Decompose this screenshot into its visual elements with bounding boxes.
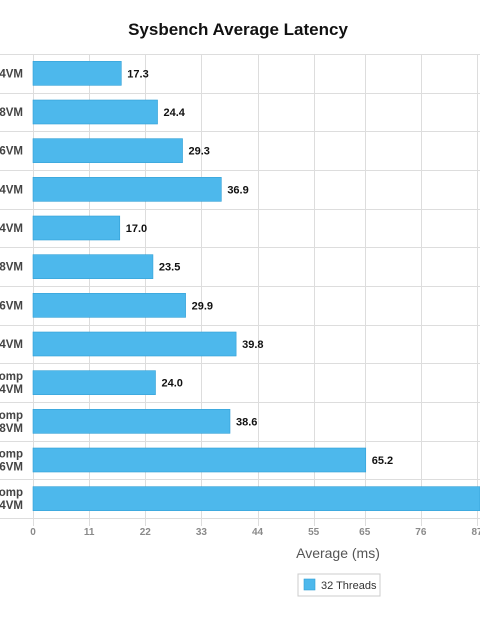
category-label: omp [0, 410, 23, 422]
value-label: 23.5 [159, 262, 180, 274]
category-label: omp [0, 449, 23, 461]
bar[interactable] [32, 447, 367, 473]
category-label: 4VM [0, 500, 23, 512]
x-tick-label: 76 [415, 527, 427, 538]
legend-swatch [303, 578, 316, 591]
x-tick-label: 33 [196, 527, 208, 538]
legend-box [297, 573, 381, 597]
grid-lines [0, 54, 480, 526]
bar[interactable] [32, 370, 156, 395]
x-tick-label: 22 [140, 527, 152, 538]
x-axis-ticks: 0 11 22 33 44 55 65 76 87 [30, 527, 480, 538]
bar[interactable] [32, 254, 154, 279]
category-label: 4VM [0, 184, 23, 196]
value-label: 24.0 [161, 378, 182, 390]
bar[interactable] [32, 138, 183, 163]
category-label: omp [0, 487, 23, 499]
category-labels: 4VM8VM6VM4VM4VM8VM6VM4VMomp4VMomp8VMomp6… [0, 68, 23, 512]
category-label: omp [0, 371, 23, 383]
x-tick-label: 44 [252, 527, 264, 538]
bar[interactable] [32, 409, 231, 434]
category-label: 6VM [0, 146, 23, 158]
bars [32, 61, 480, 511]
x-tick-label: 0 [30, 527, 36, 538]
category-label: 6VM [0, 300, 23, 312]
value-label: 38.6 [236, 416, 257, 428]
bar[interactable] [32, 215, 121, 241]
category-label: 8VM [0, 423, 23, 435]
x-tick-label: 11 [84, 527, 95, 538]
value-label: 24.4 [164, 107, 186, 119]
bar[interactable] [32, 486, 480, 511]
bar[interactable] [32, 177, 222, 202]
value-label: 29.3 [189, 146, 210, 158]
category-label: 6VM [0, 462, 23, 474]
value-label: 65.2 [372, 455, 393, 467]
category-label: 4VM [0, 223, 23, 235]
value-label: 17.3 [127, 68, 148, 80]
legend[interactable]: 32 Threads [297, 573, 381, 597]
bar[interactable] [32, 293, 186, 318]
category-label: 8VM [0, 107, 23, 119]
value-label: 17.0 [126, 223, 147, 235]
value-labels: 17.3 24.4 29.3 36.9 17.0 23.5 29.9 39.8 24.0 38.6… [126, 68, 393, 467]
category-label: 4VM [0, 68, 23, 80]
x-axis-title: Average (ms) [296, 545, 380, 561]
x-tick-label: 87 [471, 527, 480, 538]
bar[interactable] [32, 99, 158, 125]
value-label: 39.8 [242, 339, 263, 351]
bar[interactable] [32, 61, 122, 86]
chart-title: Sysbench Average Latency [128, 20, 348, 39]
x-tick-label: 65 [359, 527, 371, 538]
value-label: 36.9 [227, 184, 248, 196]
value-label: 29.9 [192, 300, 213, 312]
category-label: 8VM [0, 262, 23, 274]
category-label: 4VM [0, 339, 23, 351]
x-tick-label: 55 [308, 527, 320, 538]
legend-label-32-threads: 32 Threads [321, 580, 377, 592]
bar[interactable] [32, 331, 237, 357]
category-label: 4VM [0, 384, 23, 396]
